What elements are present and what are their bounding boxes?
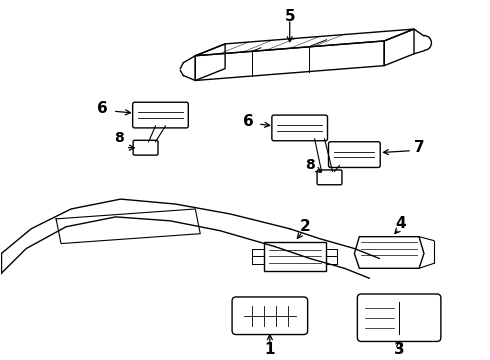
Text: 2: 2: [299, 219, 310, 234]
Text: 7: 7: [414, 140, 425, 155]
Text: 4: 4: [396, 216, 406, 231]
Text: 8: 8: [305, 158, 315, 171]
Text: 8: 8: [114, 131, 123, 145]
Text: 6: 6: [98, 101, 108, 116]
Text: 1: 1: [265, 342, 275, 357]
Text: 5: 5: [284, 9, 295, 24]
Text: 6: 6: [243, 114, 253, 130]
Text: 3: 3: [394, 342, 404, 357]
